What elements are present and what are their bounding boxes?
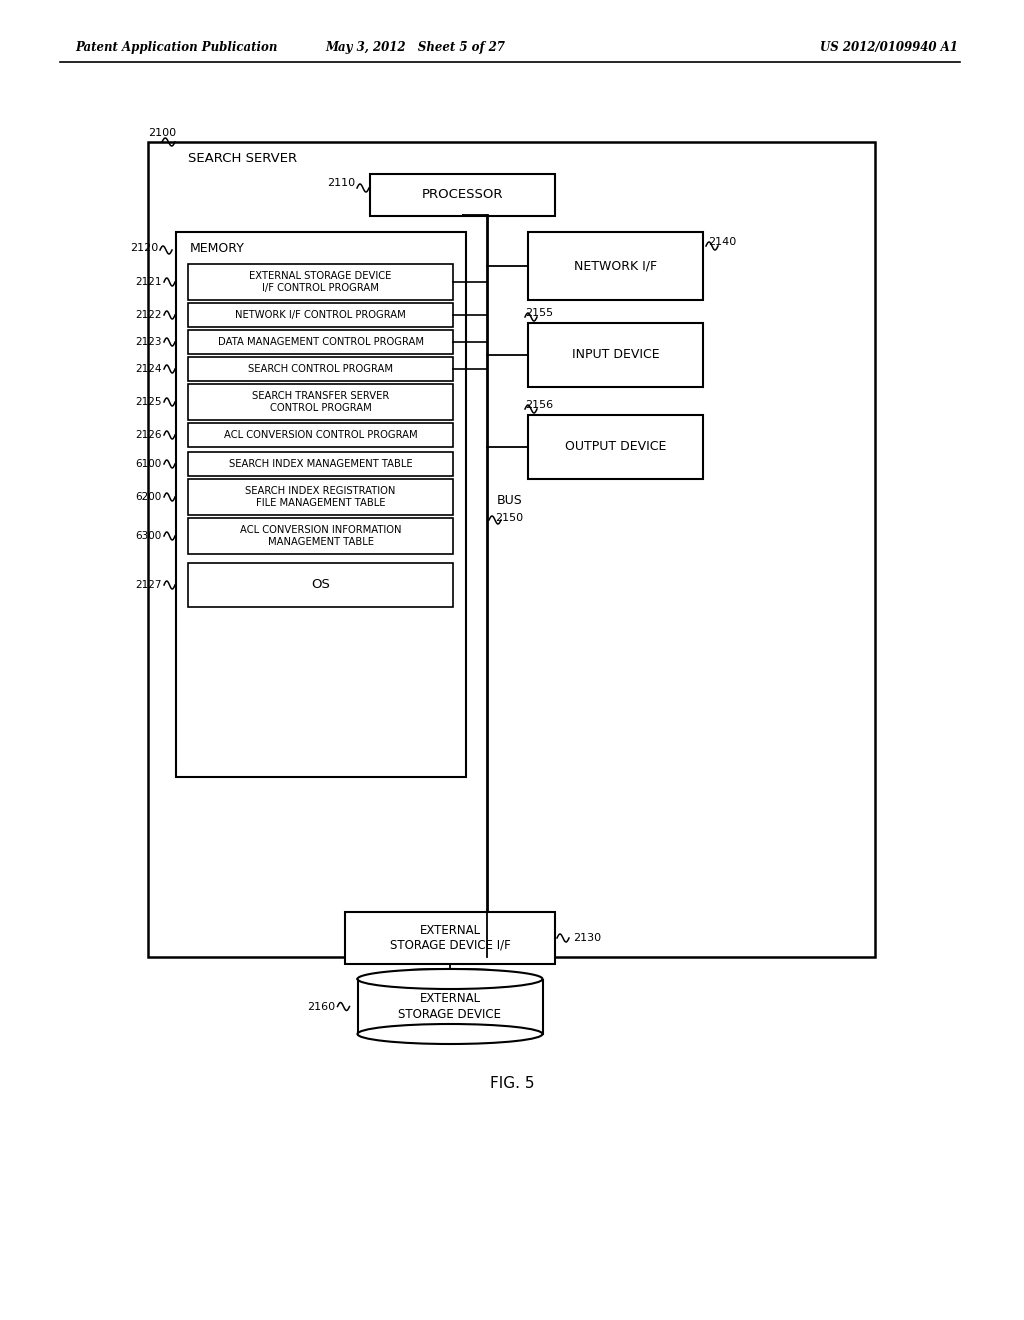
Bar xyxy=(188,304,453,327)
Text: US 2012/0109940 A1: US 2012/0109940 A1 xyxy=(820,41,957,54)
Text: EXTERNAL
STORAGE DEVICE I/F: EXTERNAL STORAGE DEVICE I/F xyxy=(389,924,510,952)
Text: OUTPUT DEVICE: OUTPUT DEVICE xyxy=(565,441,667,454)
Bar xyxy=(356,969,544,979)
Bar xyxy=(188,330,453,354)
Bar xyxy=(528,323,703,387)
Text: May 3, 2012   Sheet 5 of 27: May 3, 2012 Sheet 5 of 27 xyxy=(325,41,505,54)
Text: NETWORK I/F: NETWORK I/F xyxy=(573,260,657,272)
Bar xyxy=(148,143,874,957)
Text: SEARCH INDEX REGISTRATION
FILE MANAGEMENT TABLE: SEARCH INDEX REGISTRATION FILE MANAGEMEN… xyxy=(246,486,395,508)
Text: 2156: 2156 xyxy=(525,400,553,411)
Text: 2140: 2140 xyxy=(708,238,736,247)
Text: BUS: BUS xyxy=(497,494,522,507)
Text: EXTERNAL
STORAGE DEVICE: EXTERNAL STORAGE DEVICE xyxy=(398,993,502,1020)
Bar xyxy=(188,479,453,515)
Text: ACL CONVERSION INFORMATION
MANAGEMENT TABLE: ACL CONVERSION INFORMATION MANAGEMENT TA… xyxy=(240,525,401,546)
Text: 2130: 2130 xyxy=(573,933,601,942)
Text: 6300: 6300 xyxy=(136,531,162,541)
Bar xyxy=(370,174,555,216)
Bar xyxy=(188,356,453,381)
Text: INPUT DEVICE: INPUT DEVICE xyxy=(571,348,659,362)
Text: 2120: 2120 xyxy=(130,243,158,253)
Text: 2127: 2127 xyxy=(135,579,162,590)
Text: ACL CONVERSION CONTROL PROGRAM: ACL CONVERSION CONTROL PROGRAM xyxy=(223,430,418,440)
Text: SEARCH SERVER: SEARCH SERVER xyxy=(188,152,297,165)
Text: 2160: 2160 xyxy=(307,1002,336,1011)
Bar xyxy=(528,232,703,300)
Text: OS: OS xyxy=(311,578,330,591)
Text: EXTERNAL STORAGE DEVICE
I/F CONTROL PROGRAM: EXTERNAL STORAGE DEVICE I/F CONTROL PROG… xyxy=(249,271,392,293)
Text: 6200: 6200 xyxy=(136,492,162,502)
Bar xyxy=(188,517,453,554)
Bar xyxy=(188,451,453,477)
Bar xyxy=(357,979,543,1034)
Text: NETWORK I/F CONTROL PROGRAM: NETWORK I/F CONTROL PROGRAM xyxy=(236,310,406,319)
Text: 2155: 2155 xyxy=(525,308,553,318)
Text: 6100: 6100 xyxy=(136,459,162,469)
Ellipse shape xyxy=(357,969,543,989)
Text: FIG. 5: FIG. 5 xyxy=(489,1077,535,1092)
Text: 2110: 2110 xyxy=(327,178,355,187)
Bar xyxy=(188,384,453,420)
Text: DATA MANAGEMENT CONTROL PROGRAM: DATA MANAGEMENT CONTROL PROGRAM xyxy=(217,337,424,347)
Text: SEARCH TRANSFER SERVER
CONTROL PROGRAM: SEARCH TRANSFER SERVER CONTROL PROGRAM xyxy=(252,391,389,413)
Text: 2125: 2125 xyxy=(135,397,162,407)
Text: 2122: 2122 xyxy=(135,310,162,319)
Bar xyxy=(528,414,703,479)
Text: 2123: 2123 xyxy=(135,337,162,347)
Bar xyxy=(188,422,453,447)
Bar xyxy=(345,912,555,964)
Text: SEARCH CONTROL PROGRAM: SEARCH CONTROL PROGRAM xyxy=(248,364,393,374)
Bar xyxy=(176,232,466,777)
Text: Patent Application Publication: Patent Application Publication xyxy=(75,41,278,54)
Bar xyxy=(188,264,453,300)
Text: MEMORY: MEMORY xyxy=(190,242,245,255)
Text: 2121: 2121 xyxy=(135,277,162,286)
Text: 2150: 2150 xyxy=(495,513,523,523)
Text: SEARCH INDEX MANAGEMENT TABLE: SEARCH INDEX MANAGEMENT TABLE xyxy=(228,459,413,469)
Text: 2100: 2100 xyxy=(148,128,176,139)
Text: PROCESSOR: PROCESSOR xyxy=(422,189,503,202)
Text: 2126: 2126 xyxy=(135,430,162,440)
Text: 2124: 2124 xyxy=(135,364,162,374)
Bar xyxy=(188,564,453,607)
Ellipse shape xyxy=(357,1024,543,1044)
